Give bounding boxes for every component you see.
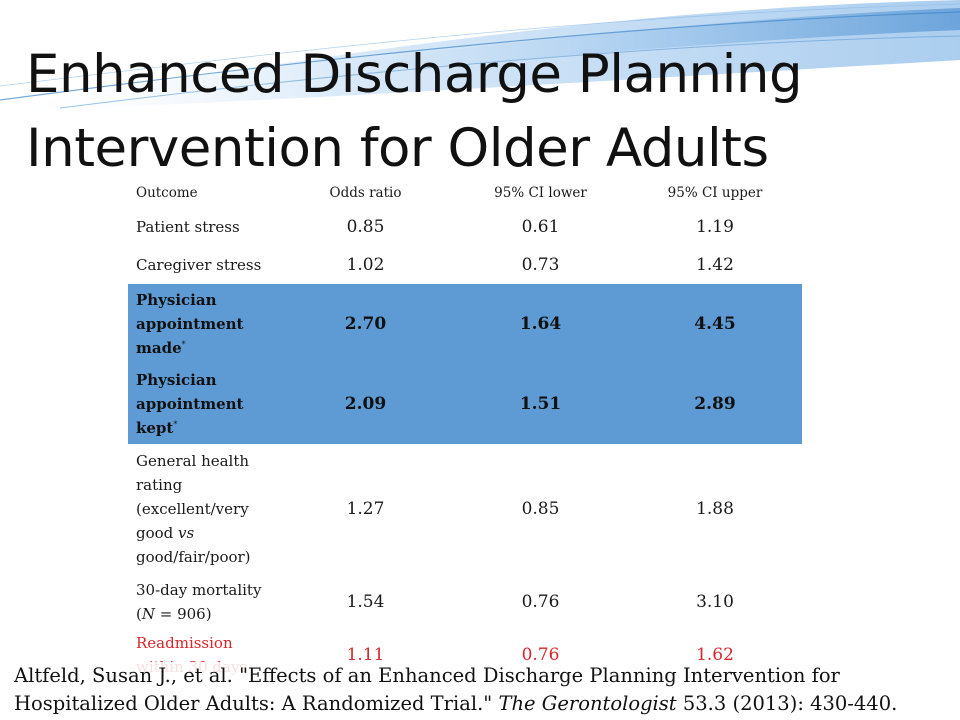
outcome-text-italic: vs [178, 524, 195, 542]
title-line-2: Intervention for Older Adults [26, 118, 769, 179]
table-row: Caregiver stress 1.02 0.73 1.42 [128, 246, 802, 284]
table-row: General health rating (excellent/very go… [128, 444, 802, 574]
header-ci-lower: 95% CI lower [494, 185, 587, 201]
title-line-1: Enhanced Discharge Planning [26, 44, 803, 105]
ci-lower-cell: 1.64 [519, 314, 562, 334]
citation-journal: The Gerontologist [498, 692, 677, 715]
outcome-cell: Physician appointment kept* [128, 364, 278, 444]
citation: Altfeld, Susan J., et al. "Effects of an… [14, 662, 954, 718]
slide-title: Enhanced Discharge Planning Intervention… [26, 38, 946, 186]
significance-marker: * [181, 340, 186, 349]
outcome-text-italic: N [141, 605, 155, 623]
outcome-cell: Physician appointment made* [128, 284, 278, 364]
odds-ratio-cell: 2.70 [344, 314, 387, 334]
ci-upper-cell: 1.42 [696, 255, 734, 275]
outcome-text: Physician appointment made [136, 291, 244, 357]
significance-marker: * [173, 420, 178, 429]
ci-lower-cell: 0.76 [521, 592, 560, 612]
outcome-text: = 906) [154, 605, 212, 623]
header-odds-ratio: Odds ratio [329, 185, 402, 201]
outcome-text: good/fair/poor) [136, 548, 251, 566]
odds-ratio-cell: 0.85 [346, 217, 385, 237]
header-outcome: Outcome [136, 185, 198, 201]
ci-lower-cell: 0.61 [521, 217, 560, 237]
table-row-highlighted: Physician appointment made* 2.70 1.64 4.… [128, 284, 802, 364]
outcome-cell: General health rating (excellent/very go… [128, 444, 278, 574]
odds-ratio-cell: 2.09 [344, 394, 387, 414]
outcome-text: Physician appointment kept [136, 371, 244, 437]
outcome-cell: Caregiver stress [136, 256, 262, 274]
odds-ratio-cell: 1.11 [346, 645, 385, 665]
ci-lower-cell: 1.51 [519, 394, 562, 414]
ci-lower-cell: 0.76 [521, 645, 560, 665]
decorative-swoosh [0, 0, 960, 112]
header-ci-upper: 95% CI upper [667, 185, 763, 201]
ci-upper-cell: 2.89 [694, 394, 736, 414]
ci-upper-cell: 1.88 [696, 499, 734, 519]
outcome-cell: Patient stress [136, 218, 240, 236]
outcome-text: 30-day mortality ( [136, 581, 262, 623]
outcome-cell: 30-day mortality (N = 906) [128, 574, 278, 630]
ci-upper-cell: 1.62 [696, 645, 734, 665]
results-table: Outcome Odds ratio 95% CI lower 95% CI u… [128, 178, 802, 680]
citation-article-title: "Effects of an Enhanced Discharge Planni… [14, 664, 840, 715]
table-header-row: Outcome Odds ratio 95% CI lower 95% CI u… [128, 178, 802, 208]
odds-ratio-cell: 1.27 [346, 499, 385, 519]
ci-upper-cell: 4.45 [694, 314, 736, 334]
table-row: Patient stress 0.85 0.61 1.19 [128, 208, 802, 246]
citation-volume-pages: 53.3 (2013): 430-440. [676, 692, 898, 715]
ci-lower-cell: 0.85 [521, 499, 560, 519]
citation-authors: Altfeld, Susan J., et al. [14, 664, 240, 687]
ci-upper-cell: 3.10 [696, 592, 734, 612]
odds-ratio-cell: 1.54 [346, 592, 385, 612]
table-row-highlighted: Physician appointment kept* 2.09 1.51 2.… [128, 364, 802, 444]
ci-upper-cell: 1.19 [696, 217, 734, 237]
ci-lower-cell: 0.73 [521, 255, 560, 275]
outcome-text: General health rating (excellent/very go… [136, 452, 250, 542]
table-row: 30-day mortality (N = 906) 1.54 0.76 3.1… [128, 574, 802, 630]
odds-ratio-cell: 1.02 [346, 255, 385, 275]
